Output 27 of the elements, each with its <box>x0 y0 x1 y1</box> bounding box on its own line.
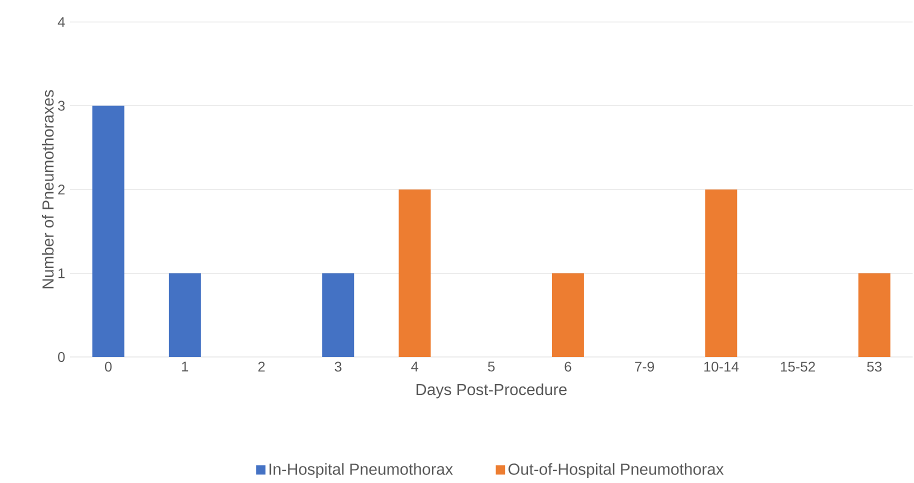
legend-label: Out-of-Hospital Pneumothorax <box>508 463 724 478</box>
x-tick-label: 10-14 <box>704 362 739 372</box>
y-tick-label: 0 <box>58 352 65 362</box>
bar <box>858 273 890 357</box>
x-tick-label: 2 <box>258 362 265 372</box>
bar <box>168 273 201 357</box>
x-tick-label: 7-9 <box>635 362 654 372</box>
x-tick-label: 0 <box>104 362 112 372</box>
x-tick-label: 4 <box>411 362 418 372</box>
x-tick-label: 1 <box>182 362 188 372</box>
y-tick-label: 1 <box>58 268 65 278</box>
bar <box>92 106 124 357</box>
x-tick-label: 53 <box>867 362 882 372</box>
y-tick-label: 3 <box>58 100 65 111</box>
y-tick-label: 2 <box>58 184 65 194</box>
y-tick-label: 4 <box>58 17 65 27</box>
x-tick-label: 6 <box>564 362 572 372</box>
legend-label: In-Hospital Pneumothorax <box>270 463 453 478</box>
bar <box>552 273 584 357</box>
x-tick-label: 15-52 <box>780 362 815 372</box>
y-axis-title: Number of Pneumothoraxes <box>42 90 54 288</box>
bar <box>398 190 431 357</box>
x-axis-title: Days Post-Procedure <box>416 383 567 398</box>
x-tick-label: 3 <box>334 362 342 372</box>
bar <box>322 273 354 357</box>
bar <box>705 190 738 357</box>
x-tick-label: 5 <box>488 362 495 372</box>
